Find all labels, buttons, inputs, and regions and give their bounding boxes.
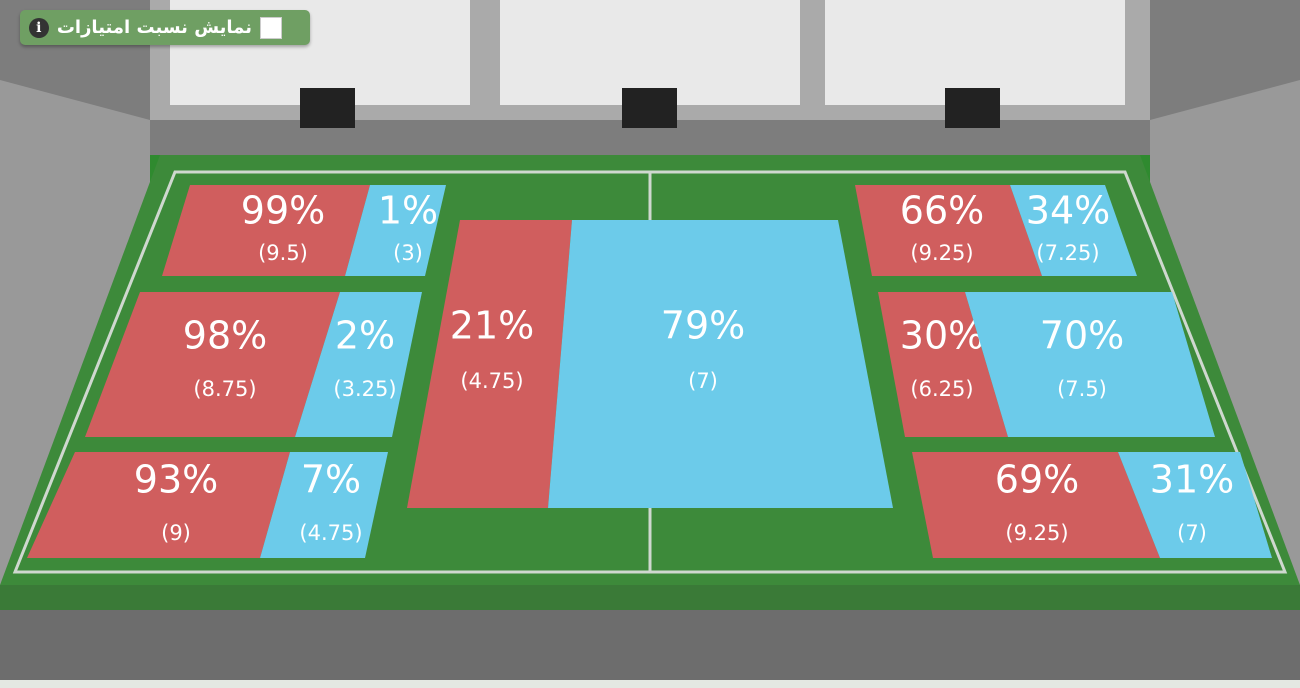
zones: 99% (9.5) 1% (3) 98% (8.75) 2% (3.25) 93% (9) 7% (4… [27,185,1272,558]
score-label: (3) [393,241,423,265]
toggle-label: نمایش نسبت امتیازات [56,17,252,38]
percent-label: 34% [1026,189,1110,233]
percent-label: 1% [378,189,438,233]
score-label: (7) [688,369,718,393]
zone-home [407,220,572,508]
percent-label: 30% [900,314,984,358]
percent-label: 2% [335,314,395,358]
score-label: (9.25) [910,241,973,265]
zone-away [965,292,1215,437]
zone-away [295,292,422,437]
percent-label: 99% [241,189,325,233]
percent-label: 98% [183,314,267,358]
score-label: (4.75) [460,369,523,393]
percent-label: 21% [450,304,534,348]
score-label: (8.75) [193,377,256,401]
info-icon[interactable]: i [28,17,49,38]
percent-label: 69% [995,458,1079,502]
zone-home [162,185,370,276]
zone-home [85,292,340,437]
percent-label: 70% [1040,314,1124,358]
checkbox[interactable] [260,16,282,39]
score-label: (7.5) [1057,377,1107,401]
zone-away [345,185,446,276]
zone-home [878,292,1008,437]
percent-label: 79% [661,304,745,348]
score-label: (3.25) [333,377,396,401]
percent-label: 31% [1150,458,1234,502]
score-label: (7) [1177,521,1207,545]
toggle[interactable]: نمایش نسبت امتیازات i [20,10,310,45]
score-label: (9.25) [1005,521,1068,545]
score-label: (4.75) [299,521,362,545]
score-label: (7.25) [1036,241,1099,265]
zone-away [548,220,893,508]
zone-away [1118,452,1272,558]
score-label: (6.25) [910,377,973,401]
percent-label: 66% [900,189,984,233]
zone-home [855,185,1042,276]
zone-home [27,452,290,558]
score-label: (9) [161,521,191,545]
zone-away [1010,185,1137,276]
zone-home [912,452,1160,558]
percent-label: 7% [301,458,361,502]
percent-label: 93% [134,458,218,502]
zone-away [260,452,388,558]
score-label: (9.5) [258,241,308,265]
